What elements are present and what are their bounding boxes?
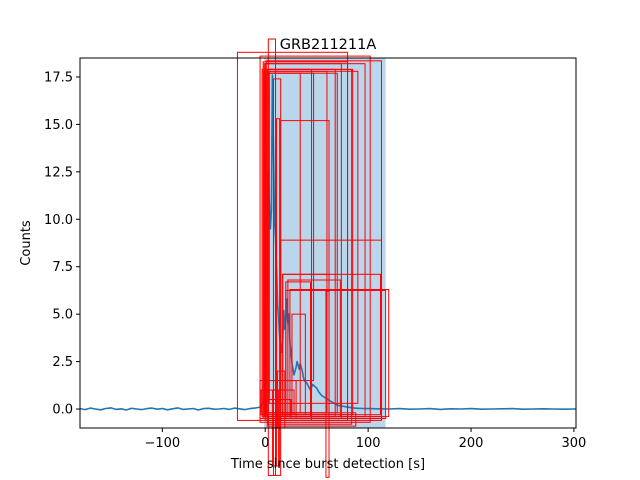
y-tick-label: 2.5 — [52, 355, 73, 370]
x-axis-ticks: −100 0 100 200 300 — [144, 428, 586, 451]
x-tick-label: 300 — [562, 436, 587, 451]
y-axis-label: Counts — [19, 220, 34, 266]
y-tick-label: 17.5 — [44, 70, 73, 85]
red-box-27 — [266, 412, 357, 427]
x-axis-label: Time since burst detection [s] — [230, 457, 425, 472]
red-box-22 — [285, 281, 312, 418]
red-box-23 — [291, 313, 306, 416]
y-tick-label: 15.0 — [44, 118, 73, 133]
red-box-1 — [259, 55, 371, 423]
y-axis-ticks: 0.0 2.5 5.0 7.5 10.0 12.5 15.0 17.5 — [44, 70, 80, 418]
red-box-28 — [267, 38, 277, 476]
y-tick-label: 12.5 — [44, 165, 73, 180]
chart-title: GRB211211A — [280, 37, 377, 53]
y-tick-label: 0.0 — [52, 403, 73, 418]
red-box-31 — [325, 290, 330, 478]
red-box-26 — [264, 399, 292, 420]
y-tick-label: 10.0 — [44, 213, 73, 228]
red-box-21 — [287, 279, 341, 418]
plot-frame — [79, 57, 577, 429]
x-tick-label: −100 — [144, 436, 180, 451]
y-tick-label: 7.5 — [52, 260, 73, 275]
x-tick-label: 0 — [261, 436, 269, 451]
red-box-11 — [268, 70, 359, 404]
y-tick-label: 5.0 — [52, 308, 73, 323]
x-tick-label: 200 — [459, 436, 484, 451]
red-box-layer — [236, 38, 390, 478]
red-box-30 — [272, 78, 282, 476]
x-tick-label: 100 — [356, 436, 381, 451]
